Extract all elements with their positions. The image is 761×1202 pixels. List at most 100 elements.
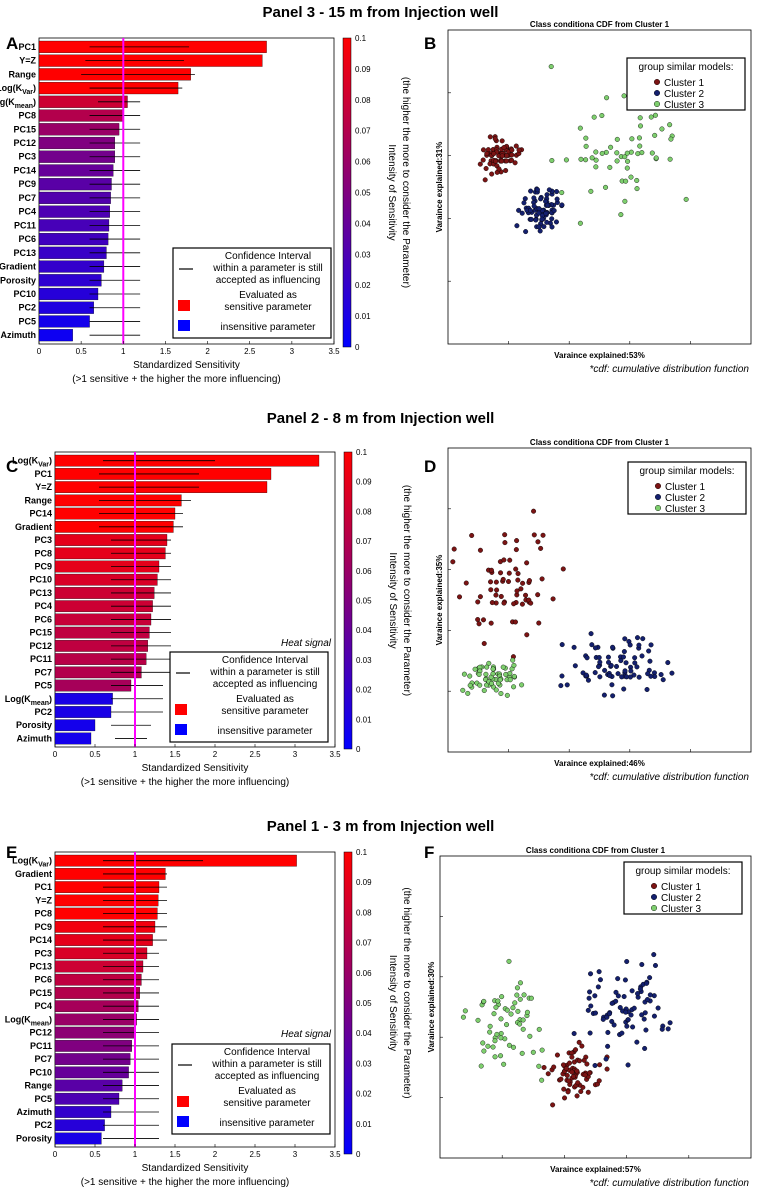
scatter-point-cluster3 bbox=[614, 158, 620, 164]
bar-Porosity bbox=[54, 719, 96, 732]
scatter-point-cluster2 bbox=[588, 631, 594, 637]
scatter-point-cluster2 bbox=[636, 642, 642, 648]
bar-label-PC15: PC15 bbox=[29, 628, 52, 638]
scatter-point-cluster1 bbox=[477, 594, 483, 600]
scatter-legend-marker-c2 bbox=[655, 494, 662, 501]
scatter-point-cluster2 bbox=[623, 660, 629, 666]
scatter-point-cluster1 bbox=[574, 1093, 580, 1099]
scatter-point-cluster3 bbox=[548, 64, 554, 70]
scatter-point-cluster2 bbox=[637, 986, 643, 992]
colorbar-tick-label: 0.03 bbox=[355, 250, 371, 259]
colorbar-0 bbox=[342, 37, 352, 348]
scatter-ylabel: Varaince explained:35% bbox=[435, 555, 444, 646]
scatter-point-cluster2 bbox=[559, 202, 565, 208]
scatter-point-cluster3 bbox=[577, 125, 583, 131]
scatter-point-cluster3 bbox=[504, 1007, 510, 1013]
colorbar-tick-label: 0.09 bbox=[355, 65, 371, 74]
legend-sensitive-swatch bbox=[177, 1096, 189, 1107]
label-a: A bbox=[6, 34, 19, 53]
scatter-point-cluster1 bbox=[535, 539, 541, 545]
x-tick-label: 0 bbox=[53, 1150, 58, 1159]
bar-label-PC5: PC5 bbox=[34, 681, 52, 691]
scatter-point-cluster3 bbox=[591, 114, 597, 120]
scatter-point-cluster2 bbox=[541, 224, 547, 230]
colorbar-tick-label: 0.03 bbox=[356, 1059, 372, 1068]
scatter-point-cluster2 bbox=[669, 670, 675, 676]
scatter-point-cluster3 bbox=[593, 149, 599, 155]
colorbar-tick-label: 0 bbox=[355, 343, 360, 352]
scatter-point-cluster2 bbox=[522, 196, 528, 202]
scatter-point-cluster2 bbox=[628, 1012, 634, 1018]
bar-Azimuth bbox=[54, 1106, 112, 1118]
scatter-point-cluster2 bbox=[622, 668, 628, 674]
scatter-point-cluster2 bbox=[539, 216, 545, 222]
bar-label-PC9: PC9 bbox=[34, 922, 52, 932]
bar-label-PC11: PC11 bbox=[30, 1041, 52, 1051]
bar-label-PC4: PC4 bbox=[34, 1001, 52, 1011]
scatter-point-cluster2 bbox=[586, 995, 592, 1001]
bar-label-PC8: PC8 bbox=[34, 548, 52, 558]
colorbar-sublabel: (the higher the more to consider the Par… bbox=[401, 887, 412, 1098]
scatter-xlabel: Varaince explained:46% bbox=[554, 759, 645, 768]
bar-label-Porosity: Porosity bbox=[16, 720, 52, 730]
scatter-point-cluster3 bbox=[637, 115, 643, 121]
scatter-point-cluster2 bbox=[596, 655, 602, 661]
scatter-point-cluster1 bbox=[538, 545, 544, 551]
scatter-point-cluster2 bbox=[621, 686, 627, 692]
scatter-point-cluster1 bbox=[526, 578, 532, 584]
bar-label-PC8: PC8 bbox=[18, 111, 36, 121]
scatter-point-cluster1 bbox=[488, 579, 494, 585]
scatter-point-cluster1 bbox=[578, 1089, 584, 1095]
scatter-point-cluster2 bbox=[634, 664, 640, 670]
scatter-point-cluster2 bbox=[655, 1005, 661, 1011]
scatter-legend-box-2 bbox=[623, 861, 743, 915]
scatter-point-cluster1 bbox=[569, 1054, 575, 1060]
scatter-point-cluster3 bbox=[634, 177, 640, 183]
scatter-point-cluster2 bbox=[629, 988, 635, 994]
scatter-point-cluster3 bbox=[486, 660, 492, 666]
scatter-point-cluster1 bbox=[450, 559, 456, 565]
bar-label-Log(K_Var): Log(KVar) bbox=[12, 456, 52, 469]
scatter-point-cluster3 bbox=[460, 1014, 466, 1020]
scatter-point-cluster1 bbox=[563, 1065, 569, 1071]
scatter-point-cluster3 bbox=[652, 132, 658, 138]
scatter-point-cluster1 bbox=[573, 1047, 579, 1053]
colorbar-tick-label: 0.05 bbox=[356, 597, 372, 606]
scatter-point-cluster3 bbox=[530, 1049, 536, 1055]
colorbar-tick-label: 0.08 bbox=[355, 96, 371, 105]
scatter-point-cluster2 bbox=[597, 977, 603, 983]
colorbar-sublabel: (the higher the more to consider the Par… bbox=[400, 77, 411, 288]
scatter-point-cluster2 bbox=[592, 993, 598, 999]
scatter-point-cluster1 bbox=[484, 150, 490, 156]
scatter-point-cluster3 bbox=[478, 1063, 484, 1069]
colorbar-tick-label: 0.01 bbox=[356, 715, 372, 724]
scatter-point-cluster2 bbox=[544, 192, 550, 198]
colorbar-tick-label: 0.08 bbox=[356, 507, 372, 516]
bar-label-Log(K_mean): Log(Kmean) bbox=[5, 694, 52, 707]
scatter-point-cluster1 bbox=[496, 166, 502, 172]
scatter-point-cluster1 bbox=[575, 1080, 581, 1086]
scatter-legend-c2: Cluster 2 bbox=[665, 493, 705, 504]
scatter-legend-marker-c3 bbox=[654, 100, 661, 107]
bar-label-Azimuth: Azimuth bbox=[1, 330, 37, 340]
scatter-point-cluster3 bbox=[494, 1031, 500, 1037]
scatter-point-cluster1 bbox=[513, 143, 519, 149]
scatter-point-cluster3 bbox=[481, 687, 487, 693]
scatter-point-cluster1 bbox=[493, 158, 499, 164]
scatter-point-cluster2 bbox=[528, 216, 534, 222]
bar-label-PC12: PC12 bbox=[29, 641, 52, 651]
bar-label-Log(K_mean): Log(Kmean) bbox=[0, 97, 36, 110]
legend-sens-line1: Evaluated as bbox=[239, 290, 297, 301]
bar-label-PC6: PC6 bbox=[18, 234, 36, 244]
scatter-point-cluster2 bbox=[619, 1030, 625, 1036]
bar-label-PC13: PC13 bbox=[29, 588, 52, 598]
scatter-point-cluster2 bbox=[551, 208, 557, 214]
scatter-point-cluster2 bbox=[601, 692, 607, 698]
scatter-point-cluster2 bbox=[554, 189, 560, 195]
scatter-point-cluster1 bbox=[561, 1086, 567, 1092]
scatter-point-cluster3 bbox=[683, 196, 689, 202]
scatter-point-cluster3 bbox=[481, 998, 487, 1004]
scatter-point-cluster1 bbox=[501, 145, 507, 151]
scatter-point-cluster1 bbox=[493, 592, 499, 598]
scatter-point-cluster1 bbox=[475, 617, 481, 623]
